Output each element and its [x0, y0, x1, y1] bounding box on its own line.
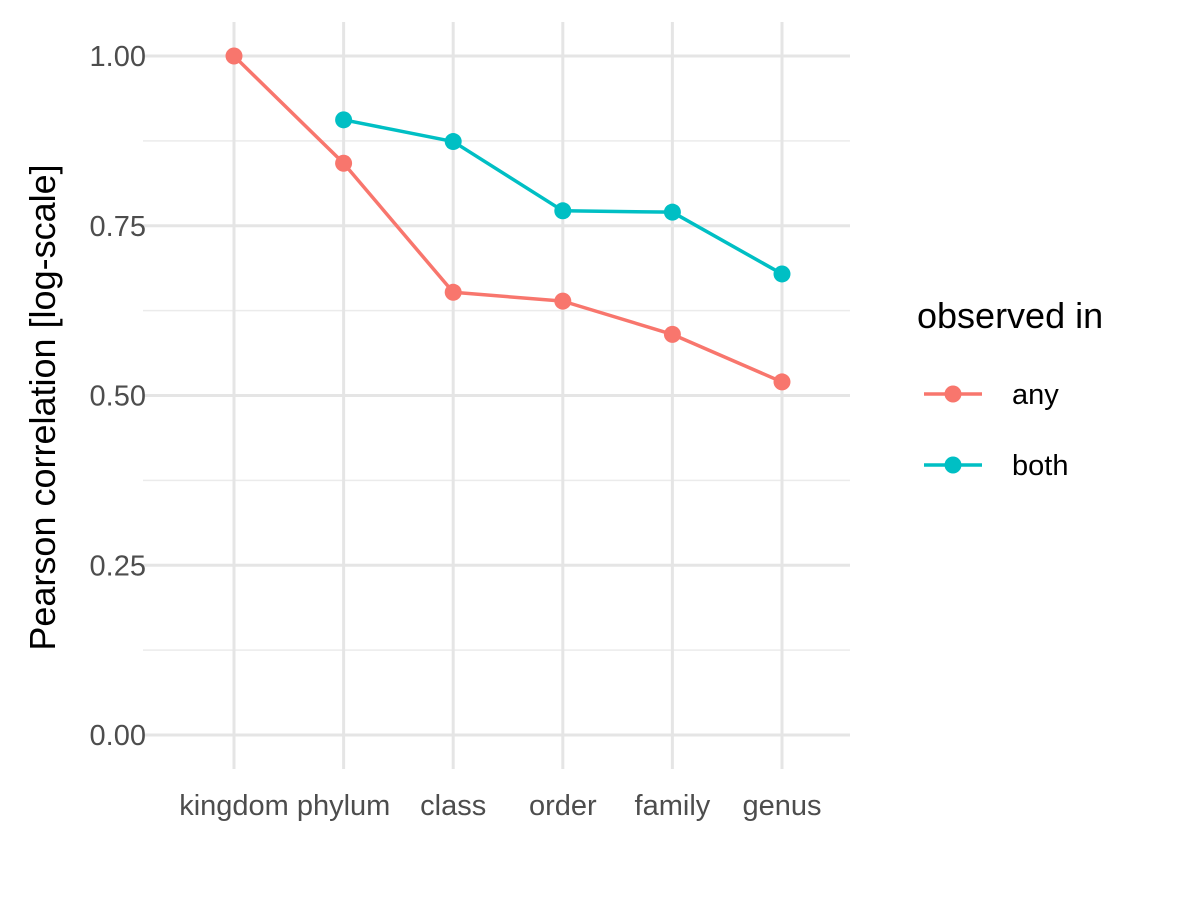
legend-key-point-both — [944, 456, 962, 474]
grid-lines — [143, 22, 850, 769]
data-point-any — [444, 283, 462, 301]
axes: 0.00 0.25 0.50 0.75 1.00 kingdom phylum class or… — [22, 41, 822, 822]
legend-label-any: any — [1012, 379, 1059, 411]
legend-title: observed in — [917, 295, 1103, 336]
x-tick-label: class — [420, 790, 486, 822]
data-point-any — [554, 292, 572, 310]
y-tick-label: 1.00 — [90, 41, 146, 73]
y-axis-title: Pearson correlation [log-scale] — [22, 164, 63, 650]
series-layer — [225, 47, 791, 391]
data-point-any — [335, 154, 353, 172]
y-tick-label: 0.50 — [90, 381, 146, 413]
data-point-any — [225, 47, 243, 65]
x-tick-label: phylum — [297, 790, 391, 822]
legend: observed in any both — [917, 295, 1103, 482]
y-tick-label: 0.75 — [90, 211, 146, 243]
data-point-any — [773, 373, 791, 391]
x-tick-label: family — [635, 790, 711, 822]
data-point-any — [663, 325, 681, 343]
data-point-both — [554, 202, 572, 220]
y-tick-label: 0.25 — [90, 550, 146, 582]
data-point-both — [773, 265, 791, 283]
data-point-both — [663, 203, 681, 221]
data-point-both — [335, 111, 353, 129]
x-tick-label: genus — [742, 790, 821, 822]
legend-label-both: both — [1012, 450, 1068, 482]
x-tick-label: order — [529, 790, 597, 822]
x-tick-label: kingdom — [179, 790, 289, 822]
legend-key-point-any — [944, 385, 962, 403]
y-tick-label: 0.00 — [90, 720, 146, 752]
series-line-any — [232, 54, 783, 384]
data-point-both — [444, 133, 462, 151]
